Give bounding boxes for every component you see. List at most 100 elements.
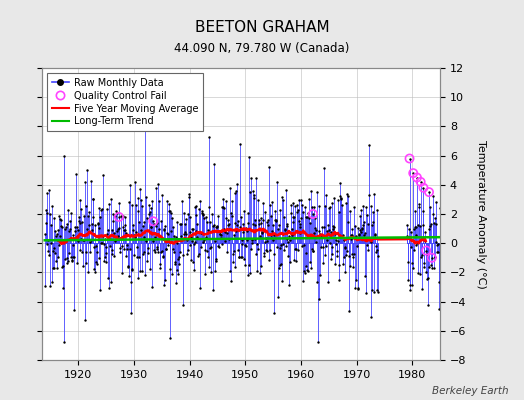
- Point: [111, 238, 119, 244]
- Point: [61, 237, 70, 244]
- Point: [72, 171, 81, 178]
- Point: [67, 210, 75, 216]
- Point: [417, 179, 425, 185]
- Point: [158, 248, 166, 254]
- Point: [167, 228, 175, 234]
- Point: [266, 247, 275, 253]
- Point: [431, 199, 440, 205]
- Point: [161, 223, 169, 229]
- Point: [188, 238, 196, 244]
- Point: [409, 170, 418, 176]
- Point: [168, 215, 176, 221]
- Point: [120, 246, 128, 252]
- Point: [261, 239, 269, 245]
- Point: [269, 236, 277, 243]
- Point: [365, 235, 374, 242]
- Point: [144, 245, 152, 252]
- Point: [102, 250, 110, 256]
- Point: [407, 244, 415, 251]
- Point: [152, 244, 161, 250]
- Point: [177, 233, 185, 240]
- Point: [176, 220, 184, 227]
- Point: [80, 237, 89, 244]
- Point: [133, 244, 141, 250]
- Point: [195, 251, 203, 258]
- Point: [104, 226, 112, 233]
- Point: [60, 339, 69, 346]
- Point: [233, 180, 241, 187]
- Point: [405, 226, 413, 232]
- Point: [293, 207, 302, 213]
- Point: [324, 227, 333, 234]
- Point: [166, 207, 174, 214]
- Point: [149, 218, 158, 224]
- Point: [107, 196, 115, 202]
- Point: [252, 175, 260, 181]
- Point: [242, 243, 250, 249]
- Point: [223, 249, 231, 255]
- Point: [358, 222, 367, 229]
- Point: [241, 242, 249, 248]
- Point: [190, 267, 199, 273]
- Point: [157, 218, 165, 224]
- Point: [271, 217, 279, 223]
- Point: [253, 268, 261, 274]
- Point: [96, 214, 104, 220]
- Point: [209, 287, 217, 293]
- Point: [428, 254, 436, 261]
- Point: [170, 249, 178, 256]
- Point: [406, 155, 414, 162]
- Point: [155, 198, 163, 204]
- Point: [372, 248, 380, 255]
- Point: [361, 235, 369, 241]
- Point: [280, 213, 288, 220]
- Point: [78, 249, 86, 256]
- Point: [203, 248, 211, 254]
- Point: [56, 237, 64, 244]
- Point: [316, 272, 324, 278]
- Point: [46, 210, 54, 217]
- Point: [279, 241, 287, 248]
- Point: [347, 236, 355, 242]
- Point: [148, 284, 157, 290]
- Point: [339, 232, 347, 238]
- Point: [298, 202, 306, 208]
- Point: [245, 262, 253, 269]
- Point: [421, 238, 429, 244]
- Point: [406, 282, 414, 288]
- Point: [314, 202, 323, 209]
- Point: [279, 247, 288, 254]
- Point: [65, 250, 73, 256]
- Point: [48, 248, 57, 254]
- Point: [236, 224, 244, 230]
- Point: [402, 232, 411, 239]
- Point: [332, 237, 340, 243]
- Point: [314, 234, 322, 240]
- Point: [113, 210, 121, 216]
- Point: [91, 268, 100, 275]
- Point: [423, 251, 431, 258]
- Point: [342, 252, 351, 258]
- Point: [131, 179, 139, 185]
- Point: [200, 215, 209, 221]
- Point: [320, 203, 329, 210]
- Point: [434, 249, 442, 256]
- Point: [312, 189, 321, 196]
- Point: [374, 289, 383, 295]
- Point: [422, 276, 431, 282]
- Point: [311, 225, 320, 232]
- Point: [361, 230, 369, 236]
- Point: [434, 279, 443, 286]
- Point: [193, 233, 202, 240]
- Text: BEETON GRAHAM: BEETON GRAHAM: [195, 20, 329, 35]
- Point: [133, 254, 141, 260]
- Point: [264, 217, 272, 223]
- Point: [186, 214, 194, 220]
- Point: [217, 241, 226, 247]
- Point: [73, 238, 82, 244]
- Point: [326, 229, 335, 235]
- Point: [166, 335, 174, 341]
- Point: [159, 253, 167, 260]
- Point: [190, 238, 199, 245]
- Point: [138, 251, 147, 257]
